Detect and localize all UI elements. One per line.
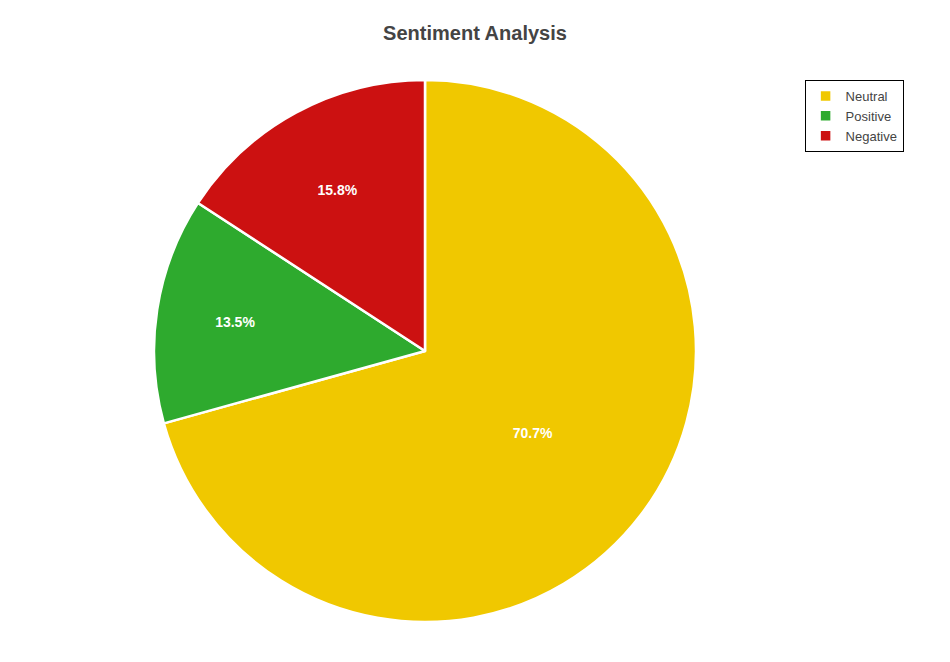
svg-text:15.8%: 15.8% [317,182,357,198]
svg-text:70.7%: 70.7% [513,425,553,441]
svg-text:Positive: Positive [846,109,892,124]
svg-text:13.5%: 13.5% [215,314,255,330]
svg-text:Sentiment Analysis: Sentiment Analysis [383,22,567,44]
svg-text:Negative: Negative [846,129,897,144]
svg-text:Neutral: Neutral [846,89,888,104]
